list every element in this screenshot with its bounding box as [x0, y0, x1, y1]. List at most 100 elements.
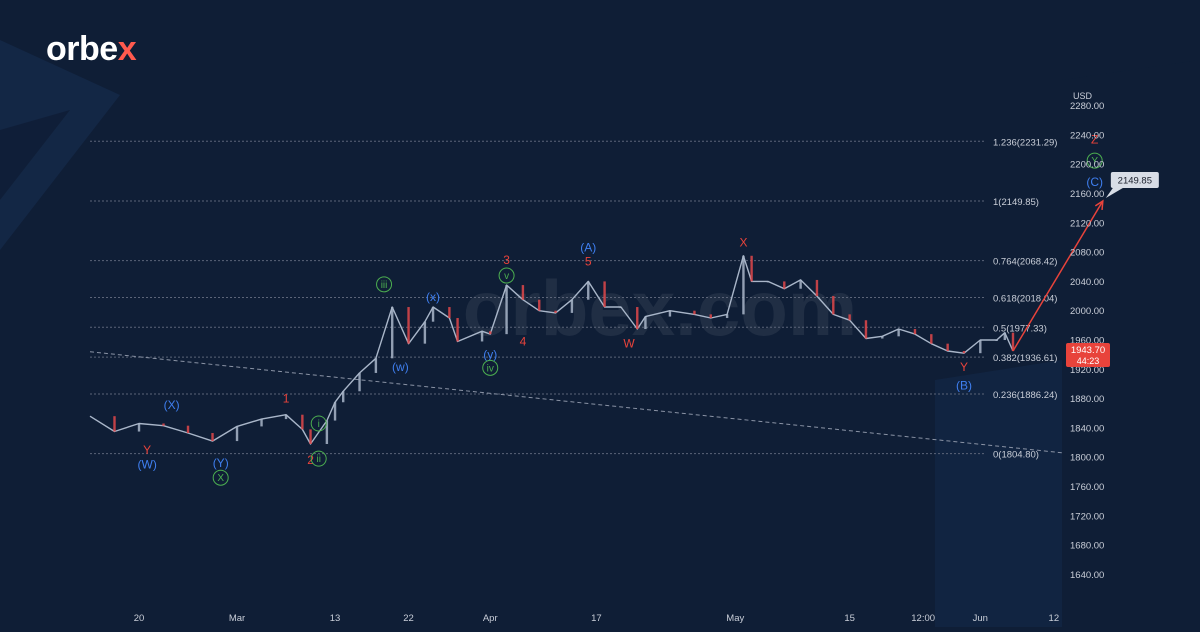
wave-label-circle [310, 450, 327, 467]
current-price-timer: 44:23 [1077, 356, 1100, 366]
wave-label: (B) [956, 378, 972, 392]
bg-chevron-left [0, 40, 120, 250]
candle [783, 281, 786, 289]
wave-label-circle [212, 469, 229, 486]
candle [538, 299, 541, 311]
wave-label: 5 [585, 255, 592, 269]
wave-label-circle [498, 267, 515, 284]
x-tick-label: Mar [229, 613, 245, 624]
candle [750, 255, 753, 282]
wave-label: 2 [307, 453, 314, 467]
candle [333, 402, 337, 421]
candle [423, 321, 427, 344]
y-tick-label: 2160.00 [1070, 189, 1104, 200]
candle [309, 429, 312, 444]
candle [521, 285, 525, 300]
x-tick-label: May [726, 613, 744, 624]
orbex-logo: orbex [46, 30, 137, 69]
y-tick-label: 1800.00 [1070, 453, 1104, 464]
forecast-arrow-head [1094, 199, 1104, 210]
x-tick-label: Jun [973, 613, 988, 624]
candle [554, 310, 557, 313]
current-price-box [1066, 342, 1110, 367]
target-callout-box [1110, 171, 1159, 188]
candle [815, 279, 819, 297]
wave-label: (Y) [213, 456, 229, 470]
y-tick-label: 1640.00 [1070, 570, 1104, 581]
y-tick-label: 2200.00 [1070, 160, 1104, 171]
candle [636, 307, 639, 330]
candle [325, 420, 329, 444]
candle [137, 423, 141, 432]
bg-shape-right [935, 360, 1062, 627]
candle [342, 391, 345, 403]
y-tick-label: 1680.00 [1070, 541, 1104, 552]
candle [913, 329, 917, 335]
wave-label: X [739, 236, 747, 250]
x-tick-label: 22 [403, 613, 414, 624]
candle [1003, 332, 1007, 340]
wave-label: iv [487, 363, 494, 374]
wave-label: W [623, 337, 635, 351]
wave-label: i [318, 419, 320, 430]
y-tick-label: 1720.00 [1070, 511, 1104, 522]
candle [374, 358, 378, 373]
candle [742, 255, 745, 315]
y-tick-label: 2080.00 [1070, 248, 1104, 259]
wave-label: Z [1091, 132, 1098, 146]
candle [391, 307, 394, 359]
wave-label-circle [482, 359, 499, 376]
fib-level-label: 0.382(1936.61) [993, 353, 1057, 364]
wave-label: iii [381, 280, 388, 291]
y-tick-label: 2240.00 [1070, 130, 1104, 141]
forecast-arrow-line [1012, 200, 1104, 352]
wave-label: (y) [483, 348, 497, 362]
wave-label: (w) [392, 360, 409, 374]
candle [864, 320, 868, 339]
candle [832, 296, 835, 315]
candle [587, 281, 590, 300]
fib-level-label: 1(2149.85) [993, 197, 1039, 208]
candle [113, 416, 116, 432]
candle [456, 318, 459, 342]
candle [897, 329, 900, 337]
y-tick-label: 2040.00 [1070, 277, 1104, 288]
candle [162, 423, 165, 426]
wave-label: 3 [503, 253, 510, 267]
candle [570, 299, 574, 313]
y-tick-label: 1840.00 [1070, 423, 1104, 434]
y-tick-label: 2280.00 [1070, 101, 1104, 112]
candle [301, 414, 304, 430]
candle [619, 307, 623, 309]
bg-chevron-left-inner [0, 110, 70, 200]
trendline [89, 351, 1063, 454]
candle [407, 307, 410, 344]
candle [930, 334, 933, 344]
bg-shape-axis [1062, 60, 1200, 627]
candle [489, 331, 492, 335]
candle [358, 372, 361, 392]
x-tick-label: 17 [591, 613, 602, 624]
watermark-text: orbex.com [463, 264, 857, 352]
candle [709, 314, 712, 319]
logo-text-x: x [117, 30, 137, 68]
candle [211, 433, 214, 442]
wave-label: v [504, 271, 509, 282]
price-series-line [89, 255, 1014, 445]
y-tick-label: 1880.00 [1070, 394, 1104, 405]
wave-label: (X) [164, 398, 180, 412]
wave-label: 1 [283, 392, 290, 406]
candle [186, 425, 190, 434]
wave-label: (A) [580, 241, 596, 255]
candle [979, 340, 982, 354]
fib-level-label: 0.236(1886.24) [993, 390, 1057, 401]
candle [693, 310, 696, 315]
candle [946, 343, 949, 351]
logo-text: orbe [46, 30, 118, 68]
y-tick-label: 1920.00 [1070, 365, 1104, 376]
fib-level-label: 0.618(2018.04) [993, 293, 1057, 304]
candle [284, 414, 288, 420]
wave-label: Y [143, 443, 151, 457]
